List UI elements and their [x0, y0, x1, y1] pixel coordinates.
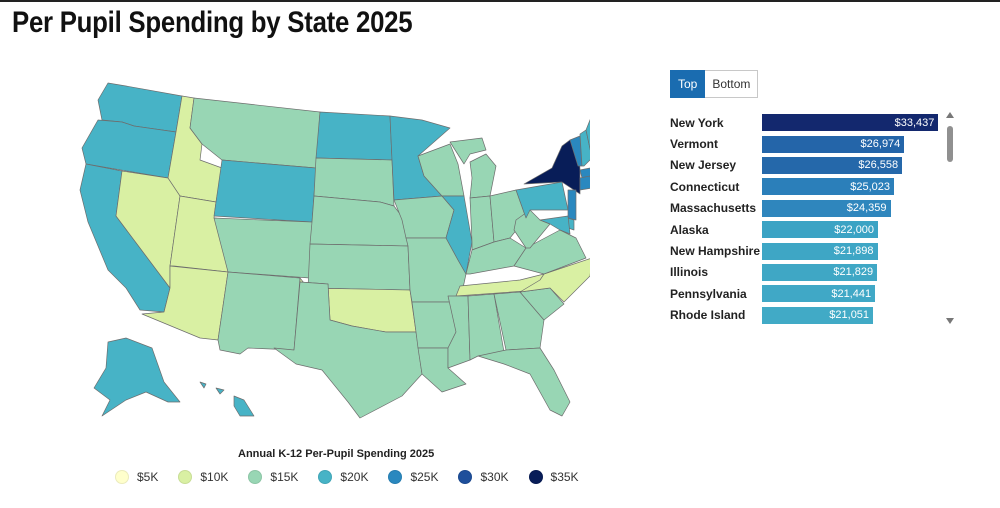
state-il[interactable]: [441, 195, 473, 275]
state-nh[interactable]: [579, 129, 590, 167]
state-wv[interactable]: [513, 209, 551, 249]
rank-value-label: $26,558: [858, 159, 899, 172]
legend-swatch: [248, 470, 263, 484]
state-ky[interactable]: [465, 237, 527, 275]
rank-value-label: $26,974: [860, 138, 901, 151]
legend-item[interactable]: $35K: [528, 470, 579, 484]
rank-bar[interactable]: $21,829: [762, 263, 878, 281]
rank-row[interactable]: Connecticut $25,023: [670, 176, 942, 197]
legend-swatch: [528, 470, 543, 484]
rank-state-label: New Jersey: [670, 158, 737, 173]
legend-swatch: [115, 470, 129, 484]
rank-state-label: New York: [670, 115, 724, 130]
legend-item[interactable]: $10K: [178, 470, 228, 484]
rank-bar[interactable]: $21,051: [762, 306, 874, 324]
legend-title: Annual K-12 Per-Pupil Spending 2025: [238, 448, 435, 460]
rank-row[interactable]: New York $33,437: [670, 112, 942, 133]
top-bottom-toggle: Top Bottom: [670, 70, 759, 98]
legend-item[interactable]: $5K: [115, 470, 158, 484]
legend-label: $25K: [410, 470, 439, 484]
state-hi[interactable]: [199, 381, 255, 417]
color-legend: $5K $10K $15K $20K $25K $30K $35K: [115, 470, 599, 484]
rank-state-label: Pennsylvania: [670, 286, 747, 301]
ranking-bar-chart: New York $33,437 Vermont $26,974 New Jersey $…: [670, 112, 942, 326]
rank-row[interactable]: Illinois $21,829: [670, 262, 942, 283]
state-mt[interactable]: [189, 97, 321, 169]
state-nm[interactable]: [217, 271, 301, 355]
rank-row[interactable]: Alaska $22,000: [670, 219, 942, 240]
rank-value-label: $21,051: [829, 309, 870, 322]
scroll-thumb[interactable]: [947, 126, 953, 162]
rank-bar[interactable]: $26,974: [762, 135, 905, 153]
state-md[interactable]: [539, 215, 571, 235]
page-title: Per Pupil Spending by State 2025: [12, 6, 413, 39]
state-ma[interactable]: [579, 166, 590, 179]
rank-state-label: New Hampshire: [670, 244, 761, 259]
scroll-down-icon[interactable]: [946, 318, 954, 324]
state-fl[interactable]: [477, 347, 571, 417]
legend-label: $35K: [550, 470, 579, 484]
state-wy[interactable]: [213, 159, 317, 223]
rank-row[interactable]: New Jersey $26,558: [670, 155, 942, 176]
us-choropleth-map: [79, 82, 590, 419]
rank-bar[interactable]: $33,437: [762, 114, 939, 132]
top-button[interactable]: Top: [670, 70, 706, 98]
rank-bar[interactable]: $26,558: [762, 156, 903, 174]
state-ak[interactable]: [93, 337, 181, 417]
legend-item[interactable]: $15K: [248, 470, 298, 484]
rank-row[interactable]: New Hampshire $21,898: [670, 240, 942, 261]
rank-row[interactable]: Vermont $26,974: [670, 133, 942, 154]
rank-bar[interactable]: $25,023: [762, 178, 894, 196]
state-nc[interactable]: [519, 258, 590, 303]
legend-label: $10K: [200, 470, 229, 484]
legend-label: $5K: [137, 470, 159, 484]
state-nj[interactable]: [567, 189, 577, 221]
top-divider: [0, 0, 1000, 2]
bottom-button[interactable]: Bottom: [705, 70, 759, 98]
rank-value-label: $25,023: [850, 180, 890, 193]
rank-value-label: $22,000: [834, 223, 875, 236]
ranking-scrollbar[interactable]: [946, 112, 954, 324]
legend-swatch: [178, 470, 193, 484]
rank-row[interactable]: Pennsylvania $21,441: [670, 283, 942, 304]
legend-item[interactable]: $30K: [458, 470, 509, 484]
legend-item[interactable]: $25K: [388, 470, 438, 484]
rank-bar[interactable]: $22,000: [762, 221, 879, 239]
legend-label: $15K: [270, 470, 299, 484]
state-nd[interactable]: [315, 111, 393, 161]
legend-label: $30K: [480, 470, 509, 484]
rank-row[interactable]: Rhode Island $21,051: [670, 305, 942, 326]
rank-value-label: $24,359: [846, 202, 887, 215]
rank-state-label: Vermont: [670, 137, 719, 152]
state-ga[interactable]: [493, 291, 545, 351]
state-pa[interactable]: [515, 181, 569, 219]
rank-bar[interactable]: $21,441: [762, 285, 876, 303]
state-me[interactable]: [585, 100, 590, 158]
legend-swatch: [318, 470, 333, 484]
state-ks[interactable]: [307, 243, 411, 291]
rank-bar[interactable]: $21,898: [762, 242, 878, 260]
rank-state-label: Rhode Island: [670, 308, 746, 323]
rank-value-label: $21,441: [831, 287, 872, 300]
rank-row[interactable]: Massachusetts $24,359: [670, 198, 942, 219]
legend-item[interactable]: $20K: [318, 470, 368, 484]
rank-state-label: Alaska: [670, 222, 709, 237]
state-tx[interactable]: [273, 281, 423, 419]
scroll-up-icon[interactable]: [946, 112, 954, 118]
legend-label: $20K: [340, 470, 369, 484]
rank-state-label: Connecticut: [670, 179, 740, 194]
state-co[interactable]: [213, 217, 313, 279]
legend-swatch: [458, 470, 473, 484]
rank-bar[interactable]: $24,359: [762, 199, 891, 217]
rank-state-label: Illinois: [670, 265, 709, 280]
rank-state-label: Massachusetts: [670, 201, 757, 216]
rank-value-label: $33,437: [894, 116, 935, 129]
rank-value-label: $21,829: [833, 266, 874, 279]
state-ct[interactable]: [579, 175, 590, 191]
rank-value-label: $21,898: [833, 245, 874, 258]
legend-swatch: [388, 470, 403, 484]
